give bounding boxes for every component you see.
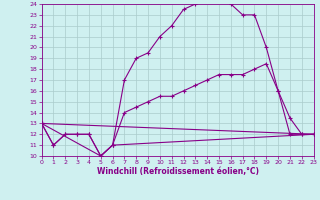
X-axis label: Windchill (Refroidissement éolien,°C): Windchill (Refroidissement éolien,°C) <box>97 167 259 176</box>
